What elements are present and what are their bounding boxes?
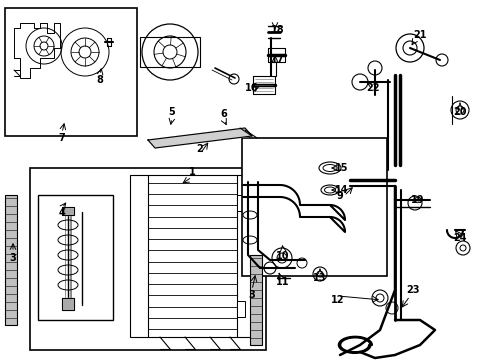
Text: 16: 16 [245, 83, 258, 93]
Text: 4: 4 [59, 208, 65, 218]
Polygon shape [62, 298, 74, 310]
Bar [38, 195, 113, 320]
Text: 24: 24 [452, 233, 466, 243]
Text: 3: 3 [248, 290, 255, 300]
Text: 14: 14 [335, 185, 348, 195]
Text: 11: 11 [276, 277, 289, 287]
Bar [237, 175, 254, 337]
Text: 2: 2 [196, 144, 203, 154]
Bar [237, 301, 244, 317]
Bar [5, 195, 17, 325]
Text: 7: 7 [59, 133, 65, 143]
Polygon shape [148, 128, 251, 148]
Text: 22: 22 [366, 83, 379, 93]
Bar [5, 8, 137, 136]
Text: 17: 17 [271, 55, 284, 65]
Bar [249, 255, 262, 345]
Text: 15: 15 [335, 163, 348, 173]
Text: 6: 6 [220, 109, 227, 119]
Bar [30, 168, 265, 350]
Text: 21: 21 [412, 30, 426, 40]
Polygon shape [62, 207, 74, 215]
Text: 19: 19 [410, 195, 424, 205]
Text: 8: 8 [96, 75, 103, 85]
Text: 18: 18 [271, 25, 284, 35]
Text: 1: 1 [188, 167, 195, 177]
Bar [237, 195, 244, 211]
Bar [242, 138, 386, 276]
Text: 5: 5 [168, 107, 175, 117]
Text: 12: 12 [330, 295, 344, 305]
Text: 20: 20 [452, 107, 466, 117]
Text: 13: 13 [313, 273, 326, 283]
Bar [140, 37, 200, 67]
Text: 3: 3 [10, 253, 16, 263]
Text: 10: 10 [276, 251, 289, 261]
Bar [130, 175, 148, 337]
Text: 9: 9 [336, 191, 343, 201]
Text: 23: 23 [406, 285, 419, 295]
